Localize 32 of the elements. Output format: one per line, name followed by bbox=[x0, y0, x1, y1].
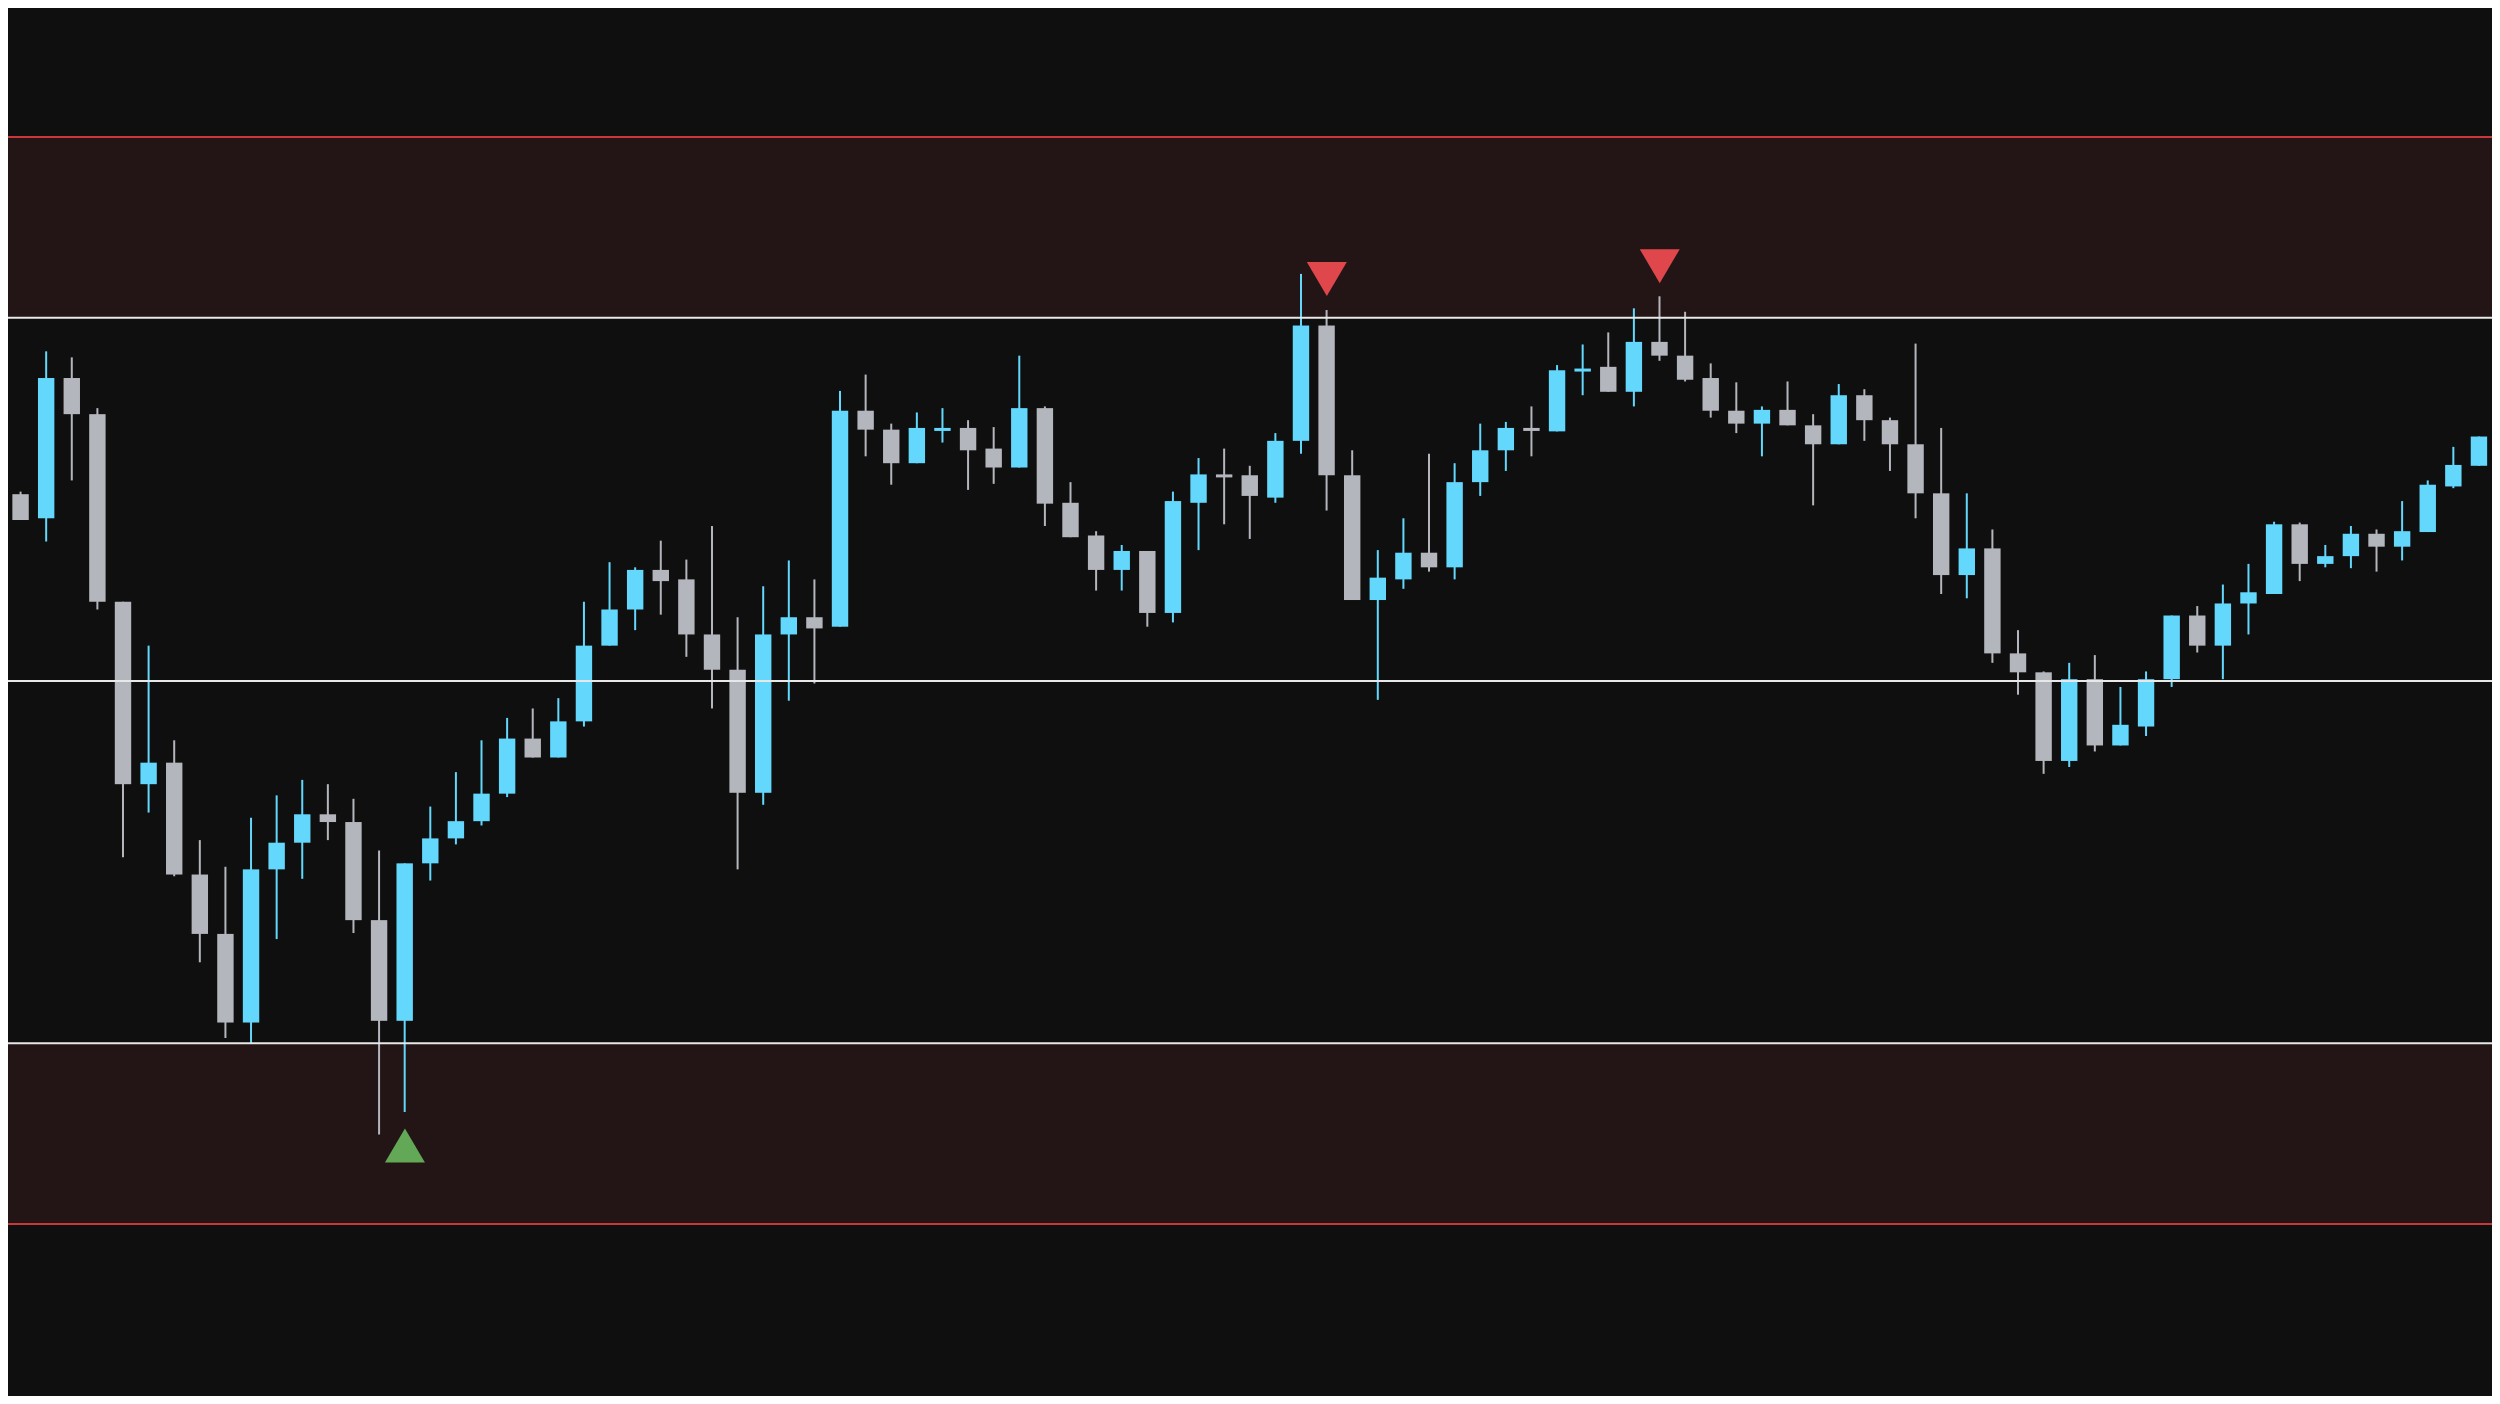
candlestick bbox=[2342, 525, 2360, 570]
candlestick bbox=[1574, 343, 1591, 397]
candlestick bbox=[985, 426, 1002, 485]
candlestick bbox=[447, 771, 465, 846]
candlestick bbox=[1113, 543, 1130, 592]
candlestick bbox=[806, 578, 823, 685]
candlestick bbox=[2368, 528, 2385, 573]
candlestick bbox=[524, 707, 541, 759]
candlestick bbox=[1523, 405, 1540, 458]
candlestick bbox=[780, 559, 798, 702]
candlestick bbox=[857, 373, 874, 458]
candlestick bbox=[2445, 445, 2462, 490]
candlestick bbox=[1215, 447, 1233, 526]
candlestick bbox=[319, 783, 337, 842]
candlestick bbox=[652, 539, 669, 616]
candlestick bbox=[1753, 405, 1771, 458]
candlestick bbox=[2112, 685, 2129, 747]
candlestick bbox=[2240, 562, 2257, 636]
candlestick bbox=[934, 407, 951, 444]
candlestick bbox=[1728, 381, 1745, 435]
candlestick bbox=[1779, 380, 1796, 427]
candlestick bbox=[959, 419, 977, 491]
candlestick bbox=[2009, 629, 2027, 696]
candlestick bbox=[1369, 549, 1386, 701]
candlestick bbox=[1651, 295, 1668, 362]
candlestick bbox=[2317, 543, 2334, 569]
candlestick bbox=[1241, 464, 1258, 540]
candlestick bbox=[1420, 452, 1438, 573]
candlestick bbox=[2393, 500, 2411, 562]
candlestick bbox=[1804, 413, 1822, 507]
candlestick bbox=[140, 644, 157, 814]
candlestick bbox=[1497, 420, 1515, 472]
